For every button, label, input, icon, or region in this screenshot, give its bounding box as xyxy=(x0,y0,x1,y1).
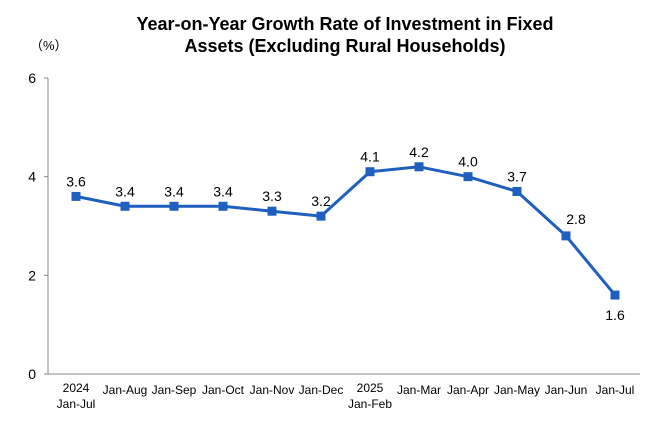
series-line-path xyxy=(75,165,617,297)
data-label: 3.4 xyxy=(115,183,135,199)
x-tick-label: Jan-Jun xyxy=(545,383,588,397)
x-tick-label: Jan-May xyxy=(494,383,540,397)
x-tick-label: Jan-Mar xyxy=(397,383,441,397)
y-tick-labels: 0 2 4 6 xyxy=(28,70,48,382)
x-tick-label: Jan-Nov xyxy=(250,383,295,397)
data-label: 3.4 xyxy=(213,183,233,199)
data-point-marker xyxy=(463,172,473,182)
y-tick-label: 4 xyxy=(28,169,36,185)
y-unit-label: （%） xyxy=(30,38,68,53)
x-tick-label: Jan-Apr xyxy=(447,383,489,397)
data-point-marker xyxy=(71,191,81,201)
x-tick-label: 2025 xyxy=(357,381,384,395)
x-tick-label: Jan-Aug xyxy=(103,383,148,397)
data-label: 4.0 xyxy=(458,154,478,170)
y-tick-label: 0 xyxy=(28,366,36,382)
data-label: 3.6 xyxy=(66,173,86,189)
x-tick-label: Jan-Jul xyxy=(596,383,635,397)
data-label: 3.7 xyxy=(507,168,527,184)
data-point-marker xyxy=(316,211,326,221)
data-point-marker xyxy=(512,186,522,196)
data-labels: 3.6 3.4 3.4 3.4 3.3 3.2 4.1 4.2 4.0 3.7 2.8 1.6 xyxy=(66,144,625,323)
data-label: 3.4 xyxy=(164,183,184,199)
x-tick-label: Jan-Oct xyxy=(202,383,245,397)
chart-title-line: Assets (Excluding Rural Households) xyxy=(184,36,505,56)
data-label: 3.3 xyxy=(262,188,282,204)
data-point-marker xyxy=(561,231,571,241)
x-tick-label: 2024 xyxy=(63,381,90,395)
series-line xyxy=(75,165,617,297)
data-point-marker xyxy=(120,201,130,211)
data-label: 3.2 xyxy=(311,193,331,209)
data-label: 4.1 xyxy=(360,149,380,165)
data-point-marker xyxy=(610,290,620,300)
data-point-marker xyxy=(365,167,375,177)
y-tick-label: 2 xyxy=(28,267,36,283)
data-label: 1.6 xyxy=(605,307,625,323)
chart-title: Year-on-Year Growth Rate of Investment i… xyxy=(136,14,553,56)
y-tick-label: 6 xyxy=(28,70,36,86)
x-tick-label: Jan-Sep xyxy=(152,383,197,397)
data-point-marker xyxy=(169,201,179,211)
data-point-marker xyxy=(267,206,277,216)
data-label: 4.2 xyxy=(409,144,429,160)
data-point-marker xyxy=(414,162,424,172)
x-tick-labels: 2024 Jan-Jul Jan-Aug Jan-Sep Jan-Oct Jan-Nov J… xyxy=(57,381,635,411)
data-point-marker xyxy=(218,201,228,211)
chart-title-line: Year-on-Year Growth Rate of Investment i… xyxy=(136,14,553,34)
axes xyxy=(47,78,640,375)
x-tick-label: Jan-Dec xyxy=(299,383,344,397)
x-tick-label: Jan-Feb xyxy=(348,397,392,411)
series-markers xyxy=(71,162,620,300)
x-tick-label: Jan-Jul xyxy=(57,397,96,411)
data-label: 2.8 xyxy=(566,211,586,227)
